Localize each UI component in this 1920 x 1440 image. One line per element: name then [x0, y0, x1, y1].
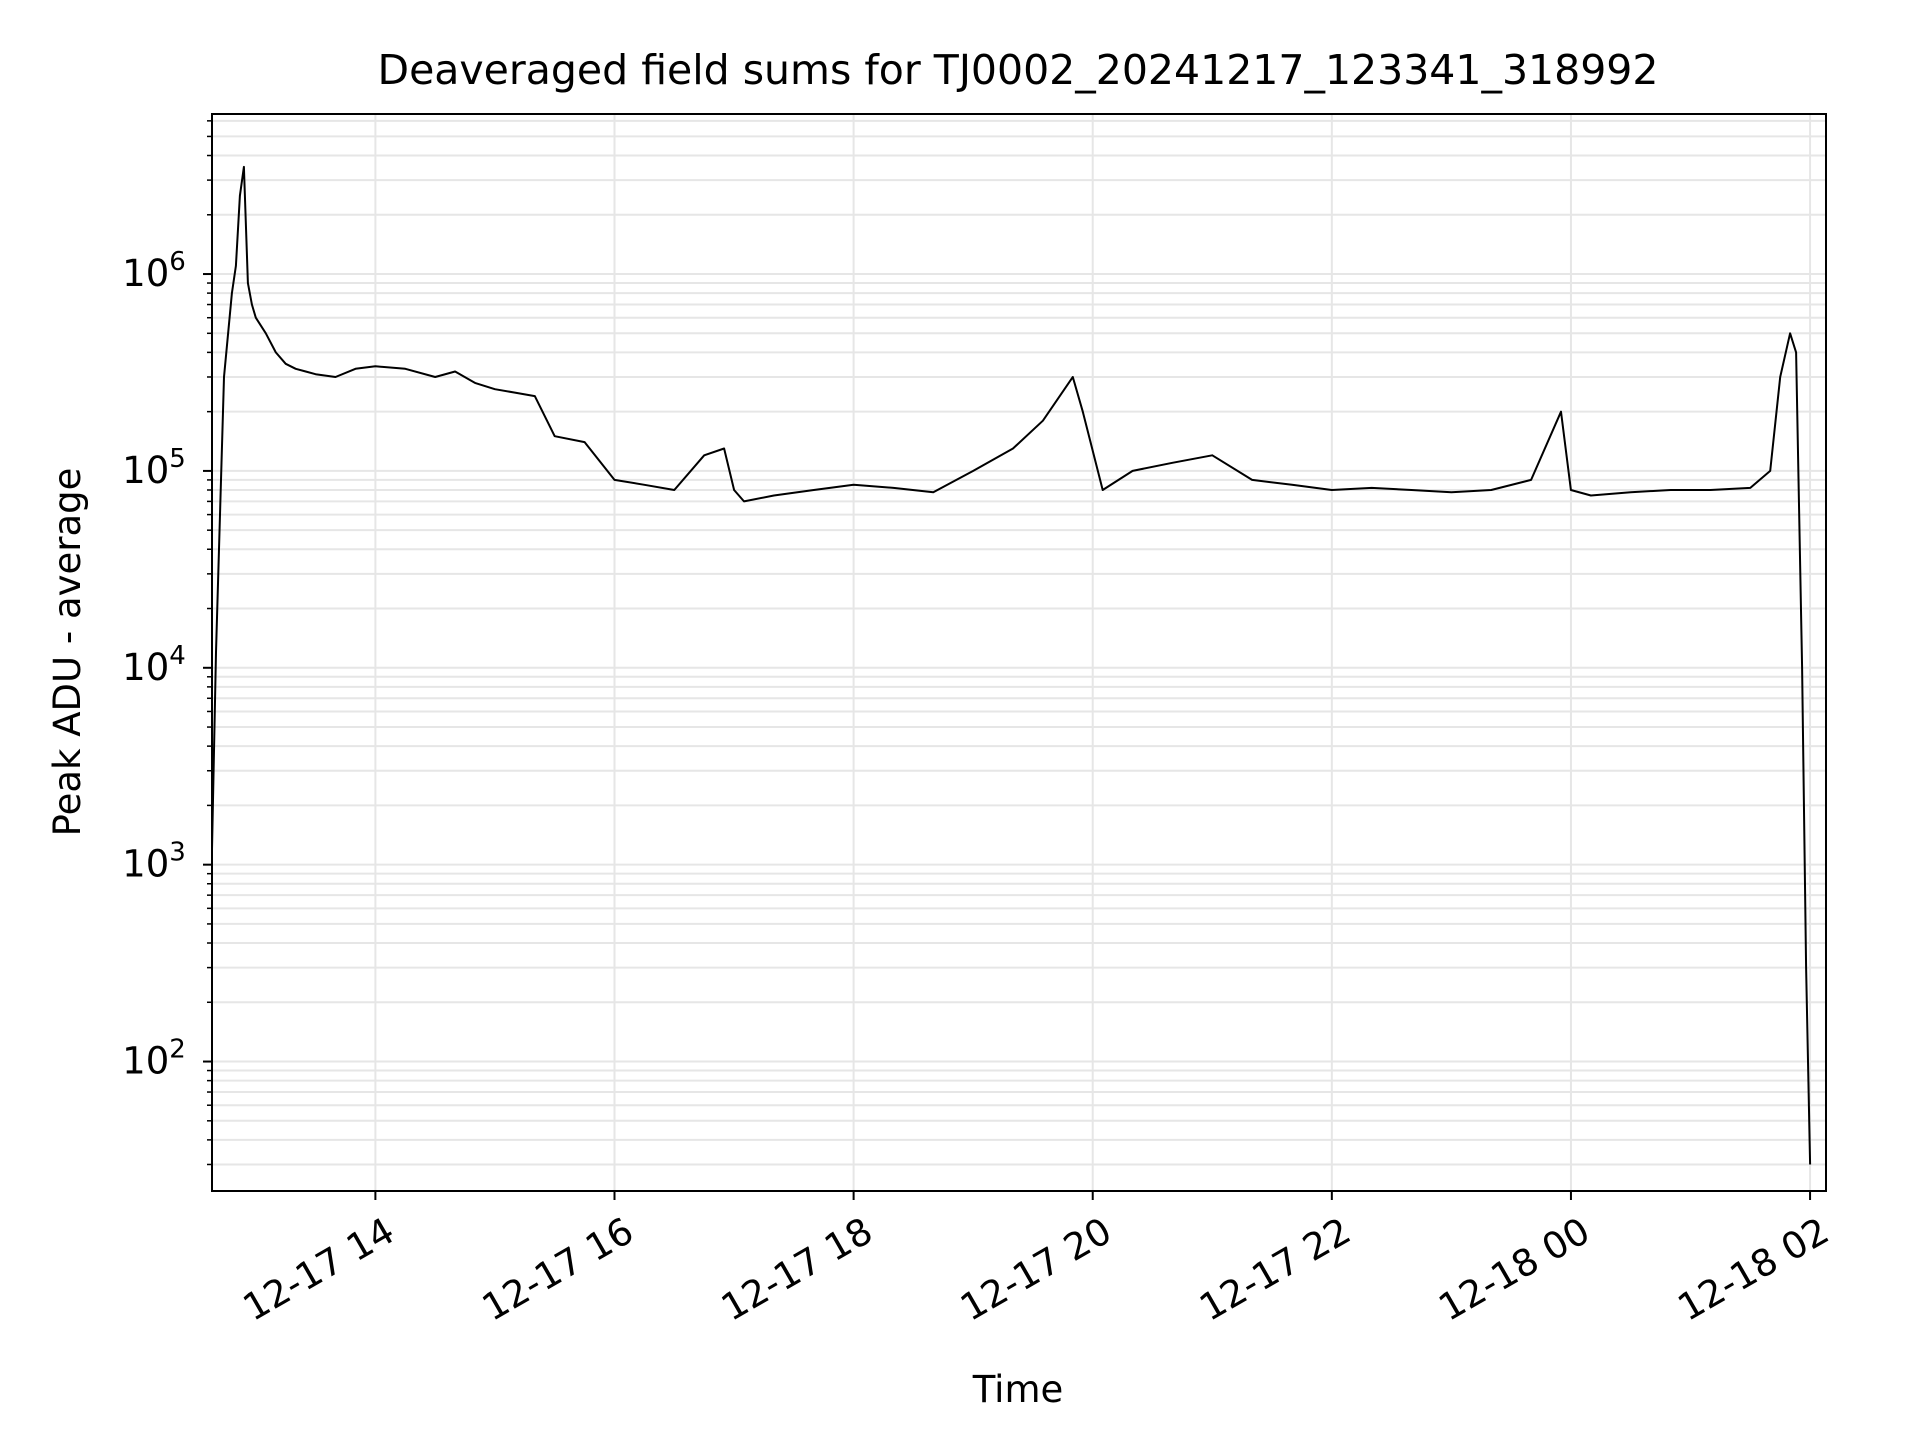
series-line-0	[211, 165, 1812, 1165]
y-tick-label: 104	[122, 641, 186, 689]
grid-layer	[212, 114, 1826, 1191]
y-tick-label: 105	[122, 444, 186, 492]
y-axis-label: Peak ADU - average	[46, 468, 89, 837]
plot-area	[211, 165, 1812, 1165]
y-tick-label: 103	[122, 838, 186, 886]
y-axis: 102 103 104 105 106	[122, 120, 212, 1166]
y-tick-label: 106	[122, 247, 186, 295]
x-axis-label: Time	[972, 1368, 1064, 1411]
y-tick-label: 102	[122, 1035, 186, 1083]
chart-title: Deaveraged field sums for TJ0002_2024121…	[378, 46, 1659, 94]
axes-frame	[211, 113, 1827, 1192]
